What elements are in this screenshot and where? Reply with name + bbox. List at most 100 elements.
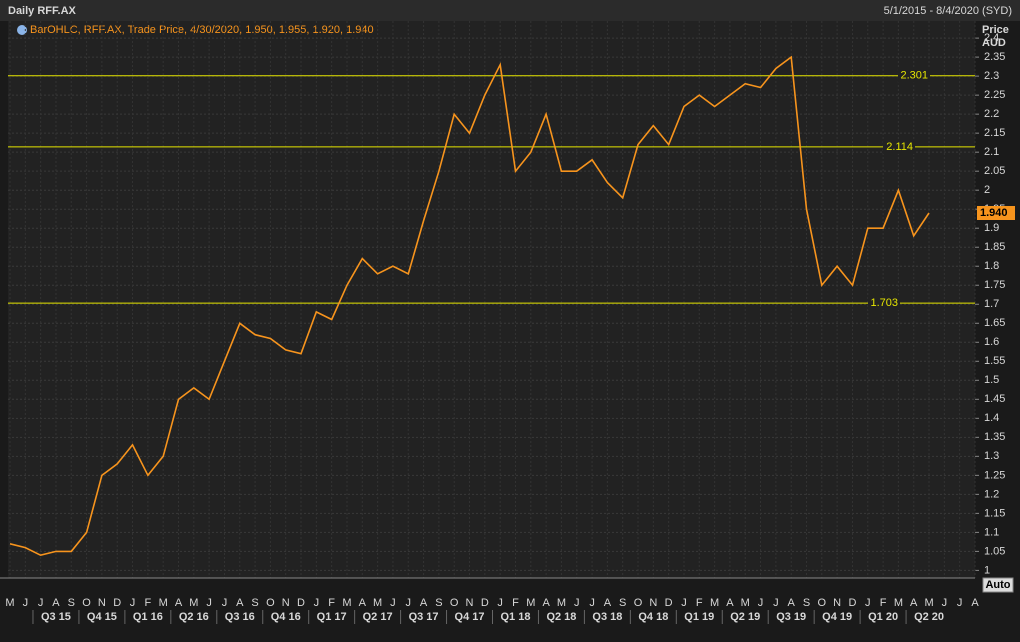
x-tick-label: S [68,597,75,609]
y-tick-label: 1.9 [984,222,999,234]
x-tick-label: S [251,597,258,609]
x-tick-label: J [865,597,871,609]
x-tick-label: J [206,597,212,609]
quarter-label: Q3 18 [592,611,622,623]
level-label: 2.301 [900,70,928,82]
x-tick-label: D [848,597,856,609]
y-tick-label: 1 [984,564,990,576]
y-tick-label: 1.15 [984,507,1005,519]
level-label-bg [883,139,915,154]
y-tick-label: 2 [984,184,990,196]
quarter-label: Q1 19 [684,611,714,623]
x-tick-label: M [741,597,750,609]
x-tick-label: O [634,597,643,609]
x-tick-label: A [910,597,918,609]
quarter-label: Q3 16 [225,611,255,623]
x-tick-label: A [788,597,796,609]
x-tick-label: J [390,597,396,609]
x-tick-label: M [894,597,903,609]
y-tick-label: 1.7 [984,298,999,310]
level-label: 1.703 [870,297,898,309]
x-tick-label: M [373,597,382,609]
x-tick-label: J [681,597,687,609]
y-tick-label: 1.25 [984,469,1005,481]
quarter-label: Q1 16 [133,611,163,623]
x-tick-label: O [450,597,459,609]
level-label-bg [898,68,930,83]
y-tick-label: 1.45 [984,393,1005,405]
x-tick-label: O [82,597,91,609]
y-axis-unit: AUD [982,37,1006,49]
last-price-label: 1.940 [980,207,1008,219]
x-tick-label: D [297,597,305,609]
y-tick-label: 2.2 [984,108,999,120]
quarter-label: Q3 17 [409,611,439,623]
x-tick-label: J [497,597,503,609]
x-tick-label: D [665,597,673,609]
x-tick-label: J [406,597,412,609]
price-line [9,55,930,557]
x-tick-label: J [314,597,320,609]
quarter-label: Q2 20 [914,611,944,623]
quarter-label: Q4 19 [822,611,852,623]
auto-button[interactable] [982,577,1014,593]
y-tick-label: 2.1 [984,146,999,158]
y-tick-label: 2.05 [984,165,1005,177]
quarter-label: Q1 18 [500,611,530,623]
y-axis-label: Price [982,24,1009,36]
quarter-label: Q2 19 [730,611,760,623]
x-tick-label: A [726,597,734,609]
quarter-label: Q4 17 [455,611,485,623]
quarter-label: Q4 16 [271,611,301,623]
y-tick-label: 2.4 [984,32,999,44]
x-tick-label: F [880,597,887,609]
x-tick-label: S [619,597,626,609]
x-tick-label: J [589,597,595,609]
chart-title: Daily RFF.AX [8,5,77,17]
x-tick-label: M [557,597,566,609]
x-tick-label: A [542,597,550,609]
y-tick-label: 1.3 [984,450,999,462]
quarter-label: Q1 17 [317,611,347,623]
last-price-box [977,206,1015,221]
quarter-label: Q2 18 [546,611,576,623]
y-tick-label: 1.2 [984,488,999,500]
quarter-label: Q2 16 [179,611,209,623]
x-tick-label: J [23,597,29,609]
x-tick-label: J [130,597,136,609]
x-tick-label: J [574,597,580,609]
y-tick-label: 1.05 [984,545,1005,557]
x-tick-label: M [5,597,14,609]
x-tick-label: A [420,597,428,609]
x-tick-label: J [773,597,779,609]
date-range: 5/1/2015 - 8/4/2020 (SYD) [884,5,1012,17]
y-tick-label: 1.65 [984,317,1005,329]
x-tick-label: N [833,597,841,609]
x-tick-label: M [710,597,719,609]
quarter-label: Q3 15 [41,611,71,623]
x-tick-label: M [189,597,198,609]
y-tick-label: 1.6 [984,336,999,348]
legend-icon[interactable] [17,25,27,35]
x-tick-label: A [971,597,979,609]
level-label-bg [868,296,900,311]
y-tick-label: 1.75 [984,279,1005,291]
x-tick-label: M [342,597,351,609]
x-tick-label: M [924,597,933,609]
y-tick-label: 2.3 [984,70,999,82]
y-tick-label: 1.5 [984,374,999,386]
x-tick-label: A [175,597,183,609]
x-tick-label: F [328,597,335,609]
x-tick-label: N [466,597,474,609]
x-tick-label: J [758,597,764,609]
y-tick-label: 1.1 [984,526,999,538]
x-tick-label: D [113,597,121,609]
x-tick-label: S [803,597,810,609]
y-tick-label: 2.25 [984,89,1005,101]
x-tick-label: J [222,597,228,609]
x-tick-label: N [282,597,290,609]
x-tick-label: F [144,597,151,609]
auto-button-label[interactable]: Auto [985,579,1010,591]
